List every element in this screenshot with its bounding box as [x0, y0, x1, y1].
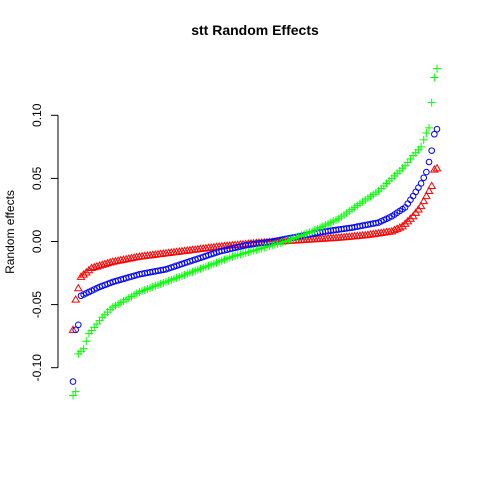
data-point-circle — [433, 125, 441, 133]
data-point-triangle — [81, 267, 91, 276]
data-point-plus — [425, 123, 434, 132]
y-axis-label: Random effects — [3, 190, 17, 274]
data-point-plus — [79, 344, 88, 353]
data-point-triangle — [97, 260, 107, 268]
data-point-triangle — [87, 263, 97, 272]
data-point-triangle — [79, 270, 89, 278]
data-point-triangle — [121, 254, 131, 263]
data-point-triangle — [113, 256, 123, 264]
y-axis: -0.10 -0.05 0.00 0.05 0.10 — [30, 103, 59, 382]
data-point-triangle — [76, 272, 86, 280]
data-point-circle — [417, 180, 425, 187]
data-point-circle — [423, 168, 430, 176]
data-point-triangle — [129, 253, 139, 261]
data-point-triangle — [68, 325, 78, 333]
data-point-triangle — [424, 186, 434, 195]
data-point-plus — [433, 64, 441, 73]
data-point-triangle — [119, 255, 128, 263]
data-point-triangle — [132, 252, 142, 261]
data-point-plus — [430, 73, 439, 82]
chart-title: stt Random Effects — [191, 22, 319, 38]
data-point-circle — [431, 130, 438, 138]
data-point-triangle — [116, 255, 126, 264]
data-point-triangle — [111, 256, 120, 265]
data-point-triangle — [108, 257, 118, 265]
data-point-triangle — [432, 163, 442, 172]
data-point-circle — [72, 326, 79, 334]
data-point-triangle — [403, 216, 413, 225]
data-point-plus — [417, 142, 426, 151]
data-point-circle — [75, 321, 82, 329]
data-point-triangle — [416, 201, 426, 210]
data-point-circle — [420, 174, 428, 182]
data-point-plus — [82, 337, 91, 346]
data-point-triangle — [89, 262, 99, 271]
data-point-triangle — [421, 191, 431, 200]
data-point-triangle — [126, 253, 136, 262]
y-tick-label: 0.05 — [30, 166, 44, 190]
data-point-triangle — [400, 219, 410, 227]
y-tick-label: -0.10 — [30, 354, 44, 382]
data-point-triangle — [429, 164, 439, 173]
data-point-plus — [422, 128, 431, 137]
y-tick-label: 0.00 — [30, 229, 44, 253]
data-point-plus — [427, 98, 436, 107]
y-tick-label: 0.10 — [30, 103, 44, 127]
data-point-triangle — [105, 257, 115, 266]
data-point-triangle — [73, 283, 83, 292]
data-point-circle — [425, 158, 433, 166]
data-point-triangle — [427, 181, 437, 189]
data-point-triangle — [419, 196, 429, 205]
data-point-plus — [71, 387, 80, 396]
data-point-plus — [419, 135, 428, 144]
data-point-circle — [69, 378, 77, 385]
data-point-triangle — [71, 294, 81, 303]
data-point-triangle — [395, 223, 405, 231]
data-point-triangle — [103, 258, 113, 267]
data-point-triangle — [100, 259, 110, 268]
data-point-circle — [428, 147, 435, 154]
plot-points — [68, 64, 442, 400]
data-point-triangle — [92, 261, 102, 270]
data-point-triangle — [124, 254, 134, 262]
y-tick-label: -0.05 — [30, 291, 44, 319]
data-point-triangle — [405, 214, 415, 222]
data-point-triangle — [95, 261, 105, 269]
data-point-triangle — [397, 221, 407, 230]
